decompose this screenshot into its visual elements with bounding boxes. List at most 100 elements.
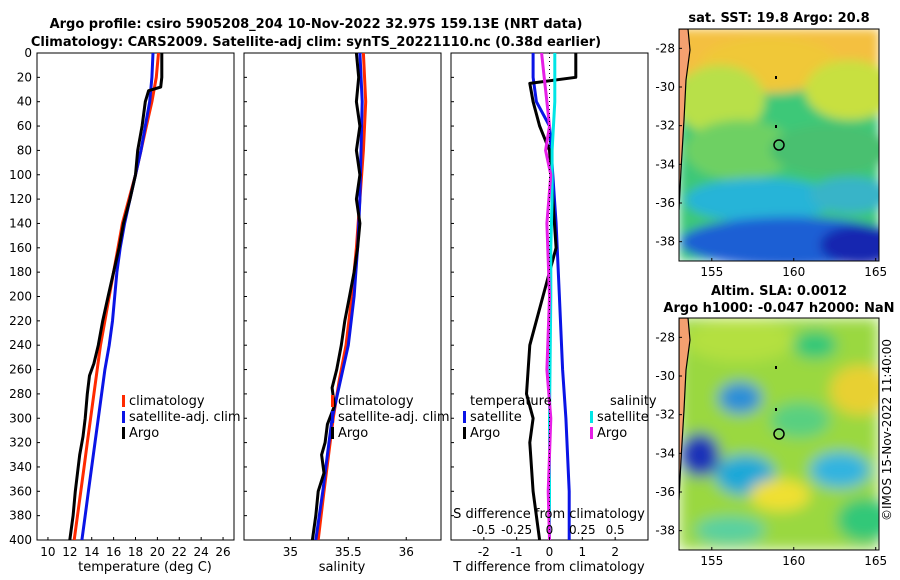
- temperature-xlabel: temperature (deg C): [78, 560, 212, 575]
- legend-swatch-t-argo: [463, 427, 466, 439]
- map-y-tick-label: -28: [655, 41, 675, 55]
- x-tick-label: -1: [511, 545, 523, 559]
- sla-map-axes: 155 160 165 -28 -30 -32 -34 -36 -38: [655, 330, 887, 568]
- x-ticks: 10 12 14 16 18 20 22 24 26 35 35.5 36 -2 -1 0 1 2-0.5 -0.…: [40, 523, 624, 559]
- depth-tick-label: 220: [9, 314, 32, 328]
- map-y-tick-label: -30: [655, 80, 675, 94]
- x-tick-label: -2: [478, 545, 490, 559]
- legend-swatch-climatology: [122, 395, 125, 407]
- depth-tick-label: 280: [9, 387, 32, 401]
- sst-map-axes: 155 160 165 -28 -30 -32 -34 -36 -38: [655, 41, 887, 279]
- legend-label-s-satellite: satellite: [597, 410, 649, 425]
- x-tick-label: 14: [84, 545, 99, 559]
- depth-tick-label: 340: [9, 460, 32, 474]
- depth-tick-label: 260: [9, 363, 32, 377]
- depth-tick-label: 140: [9, 216, 32, 230]
- legend-label-argo: Argo: [338, 426, 368, 441]
- salinity-panel: [243, 52, 442, 541]
- x-tick-label: 2: [611, 545, 619, 559]
- legend-label-t-satellite: satellite: [470, 410, 522, 425]
- temperature-series: [68, 53, 164, 540]
- map-y-tick-label: -32: [655, 408, 675, 422]
- map-x-tick-label: 165: [864, 554, 887, 568]
- x-tick-label: 1: [579, 545, 587, 559]
- legend-swatch-satellite: [331, 411, 334, 423]
- legend-swatch-argo: [122, 427, 125, 439]
- difference-series: [525, 53, 578, 540]
- depth-axis: 0 20 40 60 80 100 120 140 160 180 200 220 240 260 280 3…: [9, 46, 454, 547]
- top-tick-label: 0: [546, 523, 554, 537]
- legend-label-t-argo: Argo: [470, 426, 500, 441]
- map-y-tick-label: -28: [655, 330, 675, 344]
- salinity-xlabel: salinity: [319, 560, 366, 575]
- legend-label-argo: Argo: [129, 426, 159, 441]
- temperature-panel: [36, 52, 235, 541]
- legend-title-temperature: temperature: [470, 394, 552, 409]
- depth-tick-label: 240: [9, 338, 32, 352]
- depth-tick-label: 60: [17, 119, 32, 133]
- legend-label-satellite: satellite-adj. clim: [338, 410, 450, 425]
- depth-tick-label: 120: [9, 192, 32, 206]
- x-tick-label: 12: [62, 545, 77, 559]
- legend-swatch-s-argo: [590, 427, 593, 439]
- difference-legend: temperature satellite Argo salinity sate…: [463, 394, 657, 441]
- map-x-tick-label: 165: [864, 265, 887, 279]
- series-t-argo: [525, 53, 578, 540]
- difference-xlabel: T difference from climatology: [452, 560, 645, 575]
- x-tick-label: 35.5: [335, 545, 362, 559]
- argo-location-marker: [773, 139, 785, 151]
- map-x-tick-label: 160: [782, 554, 805, 568]
- depth-tick-label: 320: [9, 436, 32, 450]
- depth-tick-label: 360: [9, 484, 32, 498]
- x-tick-label: 36: [399, 545, 414, 559]
- depth-tick-label: 180: [9, 265, 32, 279]
- x-tick-label: 20: [150, 545, 165, 559]
- legend-label-climatology: climatology: [129, 394, 205, 409]
- sst-map: [679, 29, 879, 261]
- depth-tick-label: 300: [9, 411, 32, 425]
- x-tick-label: 24: [194, 545, 209, 559]
- sla-map-title-line1: Altim. SLA: 0.0012: [711, 284, 847, 299]
- legend-label-satellite: satellite-adj. clim: [129, 410, 241, 425]
- series-satellite-adj-clim: [80, 53, 155, 540]
- sla-map-frame: [678, 317, 880, 551]
- depth-tick-label: 380: [9, 509, 32, 523]
- argo-location-marker: [773, 428, 785, 440]
- depth-tick-label: 160: [9, 241, 32, 255]
- map-x-tick-label: 155: [700, 554, 723, 568]
- depth-tick-label: 400: [9, 533, 32, 547]
- series-satellite-adj-clim: [314, 53, 364, 540]
- map-y-tick-label: -38: [655, 524, 675, 538]
- top-tick-label: 0.5: [606, 523, 625, 537]
- map-y-tick-label: -36: [655, 485, 675, 499]
- map-y-tick-label: -30: [655, 369, 675, 383]
- series-argo: [310, 53, 362, 540]
- map-x-tick-label: 160: [782, 265, 805, 279]
- sst-map-title: sat. SST: 19.8 Argo: 20.8: [688, 11, 869, 26]
- title-line2: Climatology: CARS2009. Satellite-adj cli…: [31, 35, 601, 50]
- title-line1: Argo profile: csiro 5905208_204 10-Nov-2…: [50, 17, 583, 32]
- salinity-series: [310, 53, 368, 540]
- legend-title-salinity: salinity: [610, 394, 657, 409]
- map-y-tick-label: -34: [655, 446, 675, 460]
- x-tick-label: 35: [283, 545, 298, 559]
- depth-tick-label: 100: [9, 168, 32, 182]
- x-tick-label: 16: [106, 545, 121, 559]
- credit-text: ©IMOS 15-Nov-2022 11:40:00: [880, 339, 894, 521]
- depth-tick-label: 80: [17, 143, 32, 157]
- difference-top-xlabel: S difference from climatology: [453, 507, 645, 522]
- salinity-legend: climatology satellite-adj. clim Argo: [331, 394, 450, 441]
- x-tick-label: 10: [40, 545, 55, 559]
- legend-swatch-argo: [331, 427, 334, 439]
- depth-tick-label: 200: [9, 290, 32, 304]
- legend-swatch-satellite: [122, 411, 125, 423]
- top-tick-label: -0.25: [501, 523, 532, 537]
- x-tick-label: 26: [215, 545, 230, 559]
- depth-tick-label: 40: [17, 95, 32, 109]
- depth-tick-label: 0: [24, 46, 32, 60]
- series-t-satellite: [531, 53, 571, 540]
- series-s-argo: [540, 53, 553, 540]
- sst-map-frame: [678, 28, 880, 262]
- legend-swatch-s-satellite: [590, 411, 593, 423]
